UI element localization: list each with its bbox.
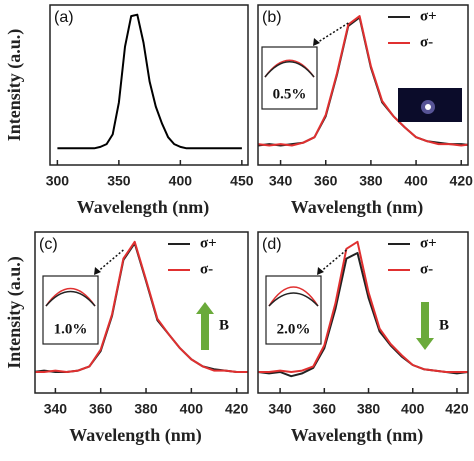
inset-frame [261, 46, 318, 110]
inset-curve [268, 286, 319, 307]
inset-frame [42, 275, 99, 345]
x-tick-label: 340 [44, 401, 68, 417]
legend-label: σ+ [200, 235, 217, 251]
x-tick-label: 380 [134, 401, 158, 417]
plot-frame [34, 231, 249, 394]
x-tick-label: 380 [357, 401, 381, 417]
pointer-head [313, 38, 320, 46]
inset-label: 2.0% [277, 321, 311, 337]
x-tick-label: 420 [225, 401, 249, 417]
pointer-head [317, 267, 324, 275]
x-tick-label: 340 [268, 401, 292, 417]
pointer-arrow [318, 249, 347, 274]
x-tick-label: 420 [450, 173, 474, 189]
plot-area [258, 240, 468, 378]
panel-label: (b) [262, 9, 282, 26]
inset-curve [264, 61, 315, 78]
x-axis-label: Wavelength (nm) [291, 197, 424, 218]
inset-label: 1.0% [54, 321, 88, 337]
x-tick-label: 400 [180, 401, 204, 417]
legend-label: σ+ [420, 8, 437, 24]
x-axis-label: Wavelength (nm) [69, 425, 202, 446]
x-tick-label: 360 [89, 401, 113, 417]
x-tick-label: 360 [314, 173, 338, 189]
plot-area [35, 240, 248, 373]
legend-label: σ- [420, 34, 433, 50]
pointer-arrow [95, 249, 124, 274]
photo-spot [425, 104, 431, 110]
pointer-arrow [314, 22, 349, 45]
x-tick-label: 360 [313, 401, 337, 417]
inset-curve [45, 290, 96, 307]
legend-label: σ- [200, 261, 213, 277]
panel: 340 360 380 400 420 Wavelength (nm) (d) σ+ σ- 2.0… [257, 231, 469, 446]
series-line [258, 240, 468, 373]
x-tick-label: 420 [445, 401, 469, 417]
series-line [57, 13, 242, 150]
plot-area [258, 15, 468, 147]
x-tick-label: 380 [359, 173, 383, 189]
inset-curve [268, 292, 319, 307]
pointer-head [94, 267, 101, 275]
field-arrow [416, 302, 434, 350]
field-arrow [196, 302, 214, 350]
plot-frame [257, 4, 469, 166]
panel-label: (d) [262, 236, 282, 253]
x-tick-label: 300 [46, 173, 70, 189]
x-tick-label: 450 [230, 173, 254, 189]
x-tick-label: 400 [169, 173, 193, 189]
plot-area [57, 13, 242, 150]
series-line [35, 240, 248, 373]
inset-label: 0.5% [273, 86, 307, 102]
x-axis-label: Wavelength (nm) [291, 425, 424, 446]
panel: 340 360 380 400 420 Wavelength (nm) (b) σ+ σ- 0.5… [257, 4, 474, 218]
panel-label: (c) [39, 236, 58, 253]
plot-frame [257, 231, 469, 394]
legend-label: σ- [420, 261, 433, 277]
x-tick-label: 340 [269, 173, 293, 189]
plot-frame [49, 4, 249, 166]
panel: 340 360 380 400 420 Wavelength (nm) Intensity … [4, 231, 249, 446]
x-tick-label: 350 [107, 173, 131, 189]
y-axis-label: Intensity (a.u.) [4, 256, 25, 369]
y-axis-label: Intensity (a.u.) [4, 29, 25, 142]
x-tick-label: 400 [404, 173, 428, 189]
panel: 300 350 400 450 Wavelength (nm) Intensity (a.… [4, 4, 254, 218]
x-tick-label: 400 [401, 401, 425, 417]
series-line [258, 15, 468, 147]
panel-label: (a) [54, 9, 74, 26]
legend-label: σ+ [420, 235, 437, 251]
field-label: B [219, 317, 229, 333]
x-axis-label: Wavelength (nm) [77, 197, 210, 218]
field-label: B [439, 317, 449, 333]
